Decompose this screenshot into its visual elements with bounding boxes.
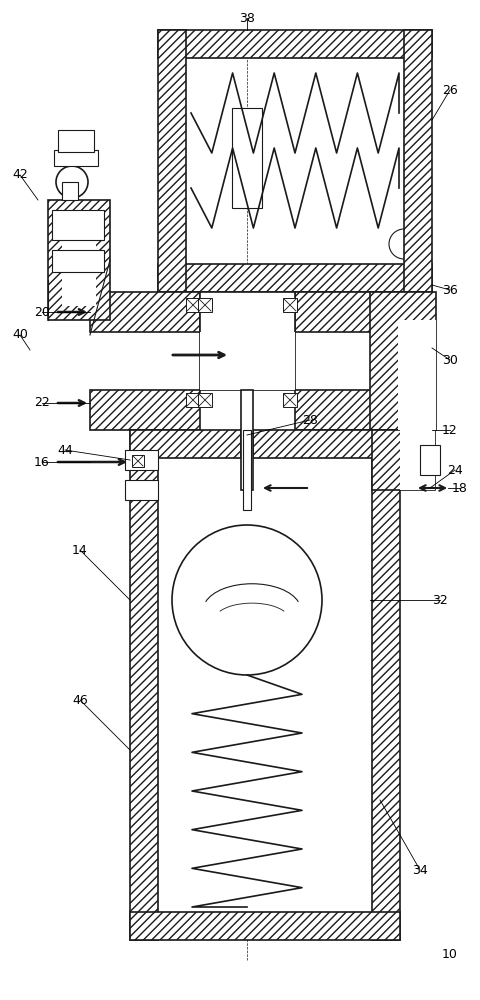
Bar: [200, 292, 295, 390]
Bar: [295, 390, 432, 430]
Bar: [186, 58, 404, 264]
Text: 34: 34: [412, 863, 428, 876]
Bar: [58, 130, 94, 152]
Bar: [198, 393, 212, 407]
Bar: [90, 390, 200, 430]
Bar: [62, 182, 78, 200]
Bar: [158, 458, 372, 912]
Text: 36: 36: [442, 284, 458, 296]
Bar: [158, 30, 186, 292]
Bar: [372, 430, 435, 490]
Bar: [132, 455, 144, 467]
Bar: [130, 430, 158, 940]
Bar: [158, 264, 432, 292]
Bar: [54, 150, 98, 166]
Text: 22: 22: [34, 396, 50, 410]
Text: 40: 40: [12, 328, 28, 342]
Bar: [186, 393, 200, 407]
Bar: [241, 390, 253, 490]
Bar: [48, 200, 110, 320]
Bar: [198, 298, 212, 312]
Bar: [130, 430, 241, 458]
Bar: [283, 393, 297, 407]
Text: 20: 20: [34, 306, 50, 318]
Bar: [404, 30, 432, 292]
Text: 10: 10: [442, 948, 458, 962]
Bar: [400, 430, 435, 490]
Bar: [186, 298, 200, 312]
Bar: [158, 30, 432, 58]
Bar: [420, 445, 440, 475]
Bar: [52, 210, 104, 240]
Bar: [52, 250, 104, 272]
Text: 42: 42: [12, 168, 28, 182]
Text: 12: 12: [442, 424, 458, 436]
Bar: [90, 292, 200, 332]
Bar: [398, 320, 436, 430]
Bar: [283, 298, 297, 312]
Bar: [253, 430, 400, 458]
Bar: [130, 912, 400, 940]
Text: 30: 30: [442, 354, 458, 366]
Bar: [62, 214, 96, 306]
Bar: [125, 480, 158, 500]
Text: 18: 18: [452, 482, 468, 494]
Text: 38: 38: [239, 11, 255, 24]
Text: 26: 26: [442, 84, 458, 97]
Bar: [372, 430, 400, 940]
Text: 32: 32: [432, 593, 448, 606]
Text: 44: 44: [57, 444, 73, 456]
Bar: [295, 292, 432, 332]
Text: 16: 16: [34, 456, 50, 468]
Bar: [125, 450, 158, 470]
Bar: [370, 292, 436, 430]
Text: 46: 46: [72, 694, 88, 706]
Bar: [243, 430, 251, 510]
Text: 28: 28: [302, 414, 318, 426]
Bar: [200, 332, 295, 390]
Text: 24: 24: [447, 464, 463, 477]
Bar: [232, 108, 262, 208]
Text: 14: 14: [72, 544, 88, 556]
